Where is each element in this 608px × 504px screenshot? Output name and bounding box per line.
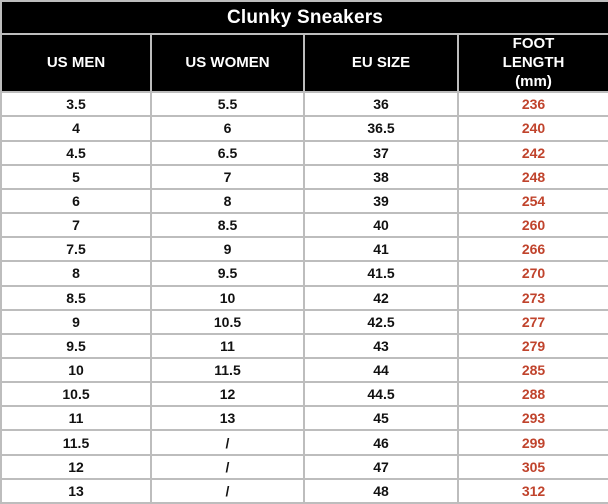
cell-us-women: / [150,429,305,456]
cell-us-men: 9 [0,308,152,335]
cell-us-women: 10 [150,284,305,311]
cell-foot-length: 288 [456,381,608,408]
table-row: 8.5 10 42 273 [0,284,608,311]
cell-us-women: 5.5 [150,91,305,118]
cell-us-men: 4 [0,115,152,142]
cell-us-women: 8 [150,187,305,215]
cell-us-men: 5 [0,163,152,190]
table-row: 12/47 305 [0,453,608,480]
table-row: 11.5/46 299 [0,429,608,456]
cell-us-men: 9.5 [0,332,152,359]
table-row: 9 10.5 42.5 277 [0,308,608,335]
cell-us-women: 12 [150,381,305,408]
cell-us-women: 11 [150,332,305,359]
table-row: 4.5 6.5 37 242 [0,139,608,166]
table-body: 3.5 5.5 36 236 4 6 36.5 240 4.5 6.5 37 242 5 7 38 248 6 8… [0,91,608,504]
cell-us-men: 7.5 [0,236,152,263]
cell-us-men: 11.5 [0,429,152,456]
cell-eu-size: 37 [303,139,459,166]
table-row: 4 6 36.5 240 [0,115,608,142]
cell-foot-length: 277 [456,308,608,335]
cell-us-men: 10.5 [0,381,152,408]
cell-foot-length: 279 [456,332,608,359]
table-row: 11 13 45 293 [0,405,608,432]
header-row: US MEN US WOMEN EU SIZE FOOT LENGTH (mm) [0,32,608,94]
cell-us-men: 8 [0,260,152,287]
table-row: 6 8 39 254 [0,187,608,215]
cell-foot-length: 242 [456,139,608,166]
cell-us-men: 7 [0,212,152,239]
cell-foot-length: 266 [456,236,608,263]
cell-eu-size: 42.5 [303,308,459,335]
cell-eu-size: 44 [303,356,459,384]
table-row: 10.5 12 44.5 288 [0,381,608,408]
table-row: 3.5 5.5 36 236 [0,91,608,118]
cell-eu-size: 46 [303,429,459,456]
cell-eu-size: 40 [303,212,459,239]
column-header-label: FOOT LENGTH (mm) [502,35,565,90]
cell-foot-length: 285 [456,356,608,384]
cell-us-women: 10.5 [150,308,305,335]
cell-us-women: 9.5 [150,260,305,287]
cell-foot-length: 248 [456,163,608,190]
cell-foot-length: 299 [456,429,608,456]
cell-foot-length: 236 [456,91,608,118]
cell-us-men: 6 [0,187,152,215]
cell-eu-size: 48 [303,477,459,504]
cell-us-men: 3.5 [0,91,152,118]
cell-eu-size: 47 [303,453,459,480]
column-header-us-women: US WOMEN [150,32,305,94]
table-row: 10 11.5 44 285 [0,356,608,384]
cell-us-men: 8.5 [0,284,152,311]
table-row: 9.5 11 43 279 [0,332,608,359]
cell-us-women: 7 [150,163,305,190]
table-row: 13/48 312 [0,477,608,504]
cell-foot-length: 273 [456,284,608,311]
title-row: Clunky Sneakers [0,0,608,35]
cell-us-women: 6 [150,115,305,142]
cell-us-men: 10 [0,356,152,384]
table-row: 8 9.5 41.5 270 [0,260,608,287]
column-header-label: US WOMEN [185,53,270,71]
cell-us-women: 8.5 [150,212,305,239]
column-header-label: EU SIZE [351,53,411,71]
cell-us-women: / [150,477,305,504]
cell-foot-length: 305 [456,453,608,480]
table-row: 7 8.5 40 260 [0,212,608,239]
cell-us-men: 4.5 [0,139,152,166]
cell-eu-size: 41 [303,236,459,263]
cell-eu-size: 43 [303,332,459,359]
column-header-eu-size: EU SIZE [303,32,459,94]
cell-us-women: 11.5 [150,356,305,384]
table-row: 7.5 9 41 266 [0,236,608,263]
cell-eu-size: 44.5 [303,381,459,408]
cell-us-men: 13 [0,477,152,504]
cell-eu-size: 36.5 [303,115,459,142]
cell-eu-size: 36 [303,91,459,118]
cell-us-women: 6.5 [150,139,305,166]
cell-eu-size: 39 [303,187,459,215]
cell-us-men: 12 [0,453,152,480]
column-header-label: US MEN [46,53,106,71]
cell-foot-length: 270 [456,260,608,287]
cell-eu-size: 41.5 [303,260,459,287]
cell-us-women: 9 [150,236,305,263]
cell-foot-length: 293 [456,405,608,432]
cell-foot-length: 312 [456,477,608,504]
table-row: 5 7 38 248 [0,163,608,190]
chart-title: Clunky Sneakers [0,0,608,35]
cell-us-women: 13 [150,405,305,432]
cell-us-men: 11 [0,405,152,432]
cell-us-women: / [150,453,305,480]
cell-eu-size: 45 [303,405,459,432]
cell-eu-size: 42 [303,284,459,311]
cell-foot-length: 240 [456,115,608,142]
column-header-us-men: US MEN [0,32,152,94]
cell-eu-size: 38 [303,163,459,190]
cell-foot-length: 254 [456,187,608,215]
cell-foot-length: 260 [456,212,608,239]
column-header-foot-length: FOOT LENGTH (mm) [456,32,608,94]
